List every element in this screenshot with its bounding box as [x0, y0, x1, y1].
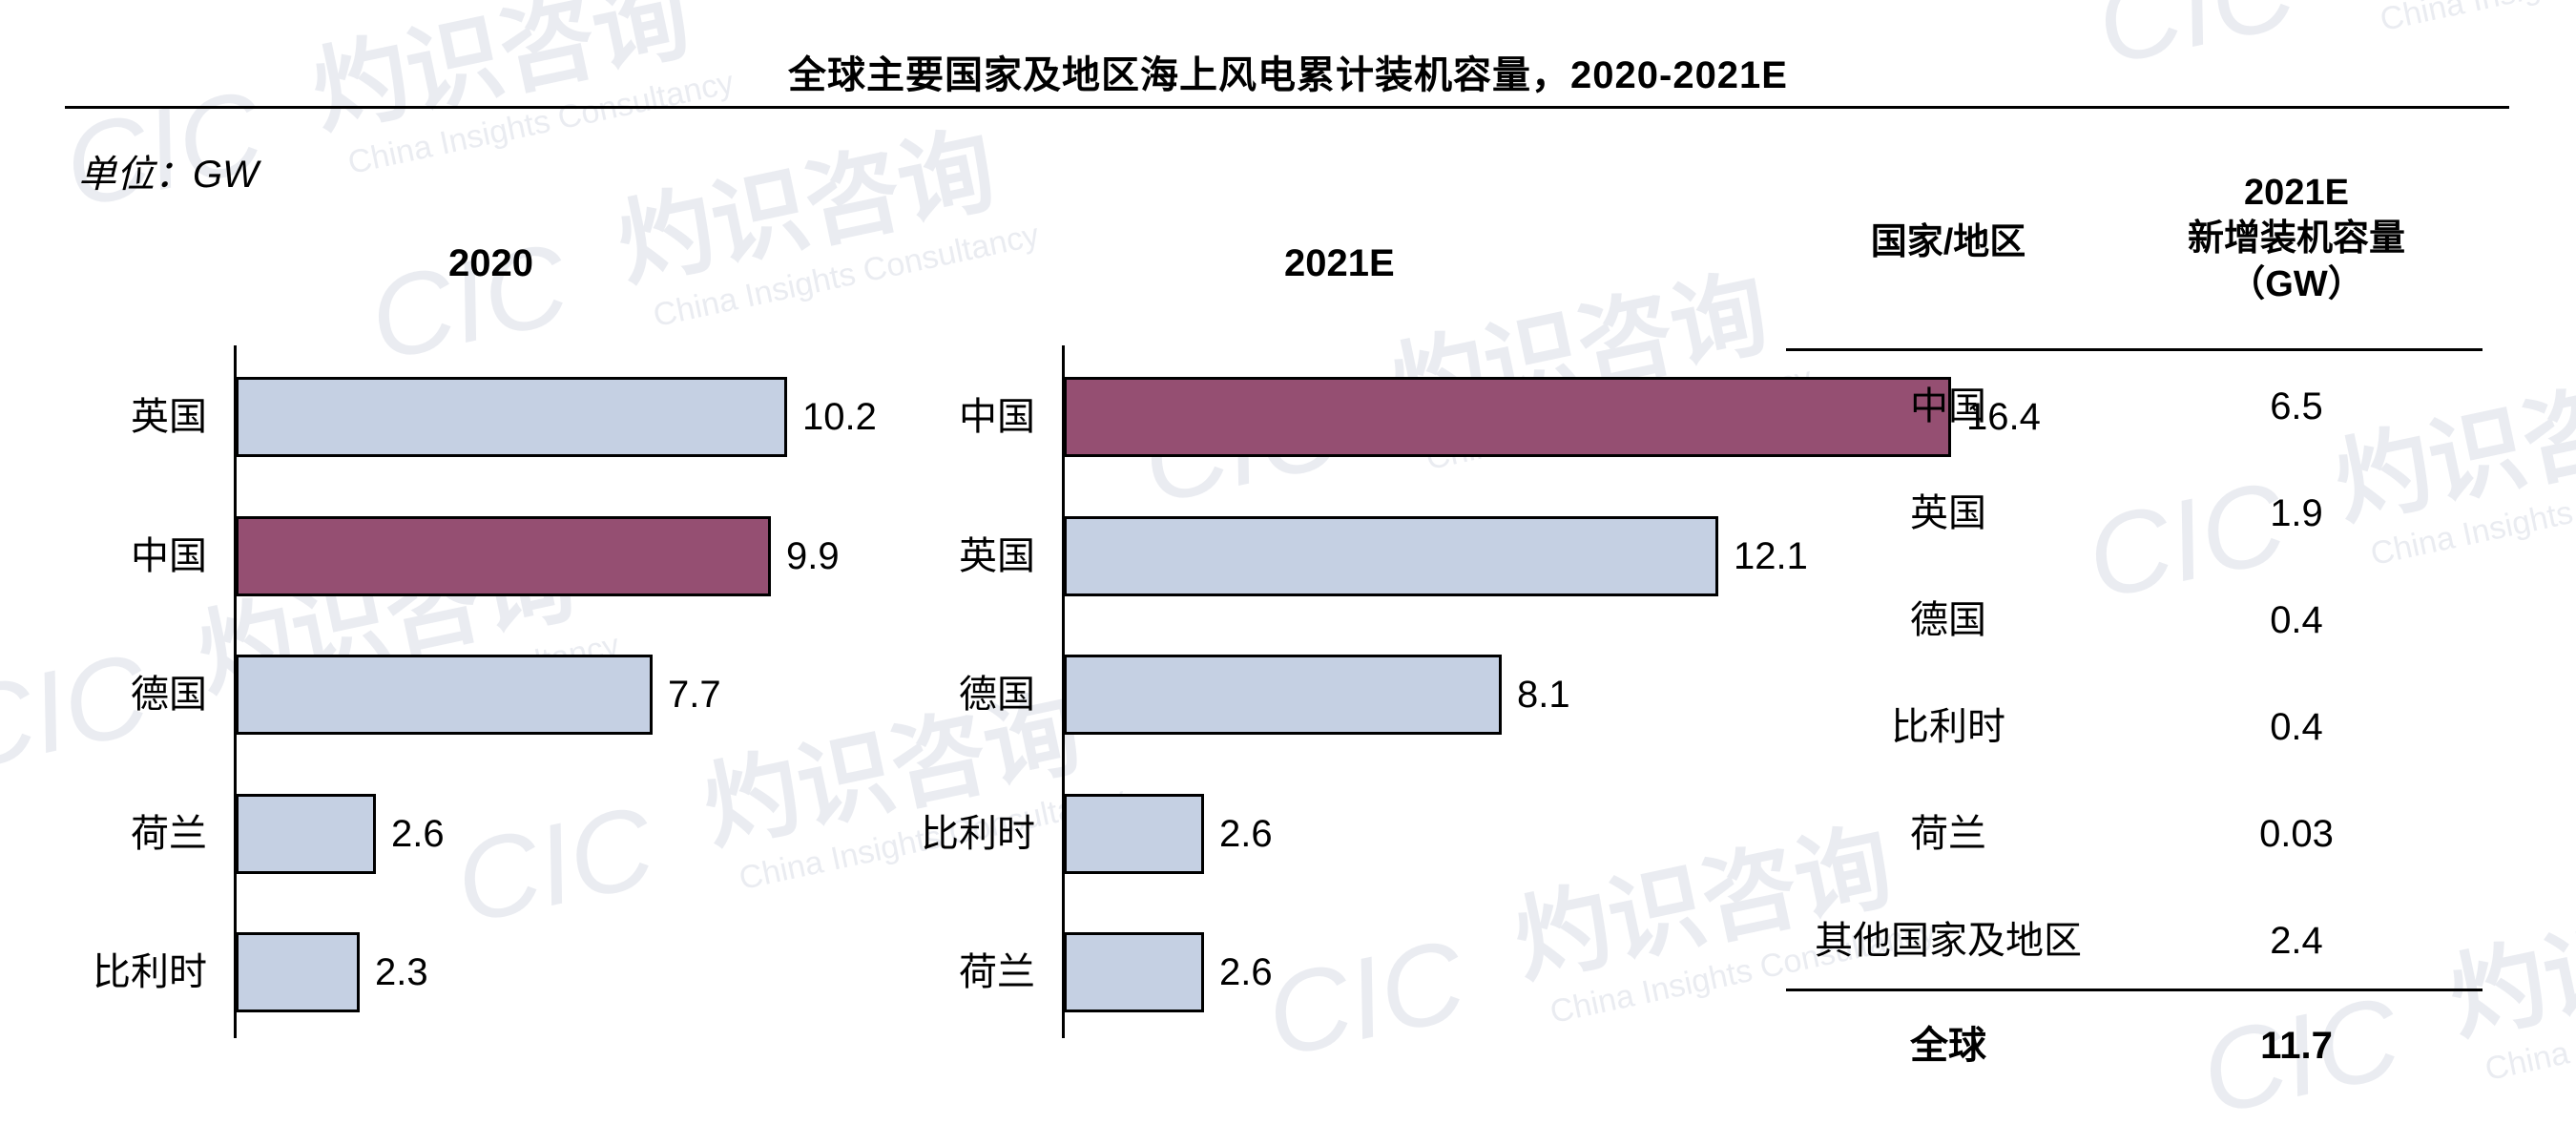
chart-2020-axis: [234, 345, 237, 1038]
watermark-brand-cn: 灼识咨询: [2335, 0, 2576, 6]
chart-2021e-value-label: 2.6: [1219, 813, 1273, 855]
watermark-logo: CIC: [1256, 915, 1476, 1081]
chart-2020-bar: [236, 932, 360, 1012]
chart-2021e-bar: [1064, 377, 1951, 457]
table-row-country: 英国: [1910, 492, 1986, 534]
table-total-rule: [1786, 989, 2483, 991]
table-row-value: 0.4: [2270, 706, 2323, 748]
chart-2021e-axis: [1062, 345, 1065, 1038]
watermark-brand-en: China Insights Consultancy: [650, 217, 1042, 334]
watermark-logo: CIC: [2076, 457, 2296, 623]
table-header-rule: [1786, 348, 2483, 351]
table-row-value: 2.4: [2270, 920, 2323, 962]
table-row-country: 德国: [1910, 599, 1986, 641]
table-header-value: 2021E 新增装机容量 （GW）: [2129, 170, 2463, 307]
chart-2021e-category-label: 德国: [959, 674, 1035, 716]
chart-2020-category-label: 英国: [131, 396, 207, 438]
table-header-value-line: （GW）: [2229, 264, 2364, 304]
chart-2021e-title: 2021E: [1284, 242, 1395, 284]
chart-2020-value-label: 2.3: [375, 951, 428, 993]
watermark-brand-en: China Insights Consultancy: [2482, 970, 2576, 1088]
watermark-brand-en: China Insights Consultancy: [2377, 0, 2576, 38]
table-row-country: 中国: [1910, 385, 1986, 427]
chart-2021e-category-label: 中国: [959, 396, 1035, 438]
title-divider: [65, 106, 2509, 109]
chart-2020-value-label: 9.9: [786, 535, 840, 577]
table-total-country: 全球: [1910, 1025, 1986, 1067]
chart-2020-title: 2020: [448, 242, 533, 284]
table-row-country: 比利时: [1891, 706, 2005, 748]
table-row-country: 其他国家及地区: [1815, 920, 2082, 962]
chart-2020-bar: [236, 377, 787, 457]
table-total-value: 11.7: [2260, 1025, 2333, 1067]
watermark-brand-cn: 灼识咨询: [608, 113, 1005, 302]
chart-2021e-bar: [1064, 516, 1718, 596]
watermark-logo: CIC: [445, 781, 665, 947]
chart-2020-value-label: 2.6: [391, 813, 445, 855]
chart-2021e-value-label: 8.1: [1517, 674, 1570, 716]
chart-2021e-value-label: 12.1: [1734, 535, 1808, 577]
chart-2020-category-label: 德国: [131, 674, 207, 716]
chart-2021e-value-label: 16.4: [1966, 396, 2041, 438]
chart-2020-bar: [236, 655, 653, 735]
table-header-value-line: 2021E: [2244, 173, 2349, 213]
table-row-country: 荷兰: [1910, 813, 1986, 855]
chart-2021e-category-label: 比利时: [921, 813, 1035, 855]
table-header-country: 国家/地区: [1870, 222, 2026, 262]
watermark-brand-cn: 灼识咨询: [2440, 866, 2576, 1055]
table-row-value: 6.5: [2270, 385, 2323, 427]
chart-2020-category-label: 荷兰: [131, 813, 207, 855]
chart-2021e-value-label: 2.6: [1219, 951, 1273, 993]
table-row-value: 1.9: [2270, 492, 2323, 534]
chart-2021e-category-label: 荷兰: [959, 951, 1035, 993]
table-header-value-line: 新增装机容量: [2187, 219, 2405, 259]
table-row-value: 0.03: [2259, 813, 2334, 855]
chart-2020-value-label: 7.7: [668, 674, 721, 716]
chart-2021e-bar: [1064, 655, 1502, 735]
chart-title: 全球主要国家及地区海上风电累计装机容量，2020-2021E: [788, 54, 1788, 96]
unit-label: 单位：GW: [78, 154, 259, 196]
chart-2020-category-label: 中国: [131, 535, 207, 577]
chart-2020-bar: [236, 794, 376, 874]
chart-2021e-category-label: 英国: [959, 535, 1035, 577]
chart-2021e-bar: [1064, 794, 1204, 874]
chart-2020-bar: [236, 516, 771, 596]
chart-2020-value-label: 10.2: [802, 396, 877, 438]
chart-2021e-bar: [1064, 932, 1204, 1012]
chart-2020-category-label: 比利时: [93, 951, 207, 993]
table-row-value: 0.4: [2270, 599, 2323, 641]
